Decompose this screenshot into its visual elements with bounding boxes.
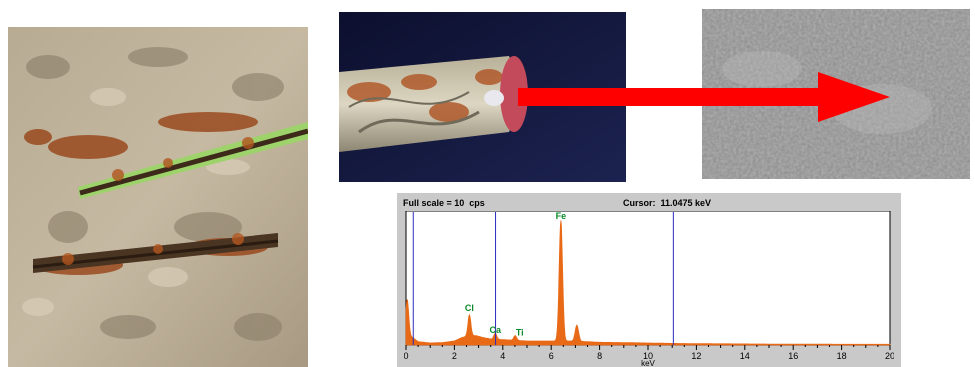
eds-spectrum-chart: Cl Ca Ti Fe 0 2 4 6 8 10 12 14 16 18 20 keV	[404, 211, 894, 367]
x-tick-label: 0	[404, 351, 409, 361]
x-tick-label: 18	[837, 351, 847, 361]
x-tick-label: 4	[500, 351, 505, 361]
cursor-readout: Cursor: 11.0475 keV	[623, 198, 712, 208]
eds-spectrum-panel: Full scale = 10 cps Cursor: 11.0475 keV …	[397, 193, 901, 367]
plot-area	[405, 211, 891, 346]
peak-label: Cl	[465, 303, 474, 313]
x-tick-label: 8	[597, 351, 602, 361]
x-tick-label: 20	[885, 351, 894, 361]
x-tick-label: 16	[788, 351, 798, 361]
x-tick-label: 10	[643, 351, 653, 361]
steel-strand-photo	[339, 12, 626, 182]
arrow-right-icon	[518, 72, 890, 122]
peak-label: Fe	[556, 211, 567, 221]
x-tick-label: 6	[549, 351, 554, 361]
concrete-rebar-photo	[8, 27, 308, 367]
x-tick-label: 14	[740, 351, 750, 361]
x-tick-label: 2	[452, 351, 457, 361]
peak-label: Ti	[516, 328, 524, 338]
full-scale-label: Full scale = 10 cps	[403, 198, 485, 208]
peak-label: Ca	[490, 325, 502, 335]
spectrum-series	[405, 220, 891, 346]
x-axis-label: keV	[641, 359, 655, 367]
x-tick-label: 12	[691, 351, 701, 361]
